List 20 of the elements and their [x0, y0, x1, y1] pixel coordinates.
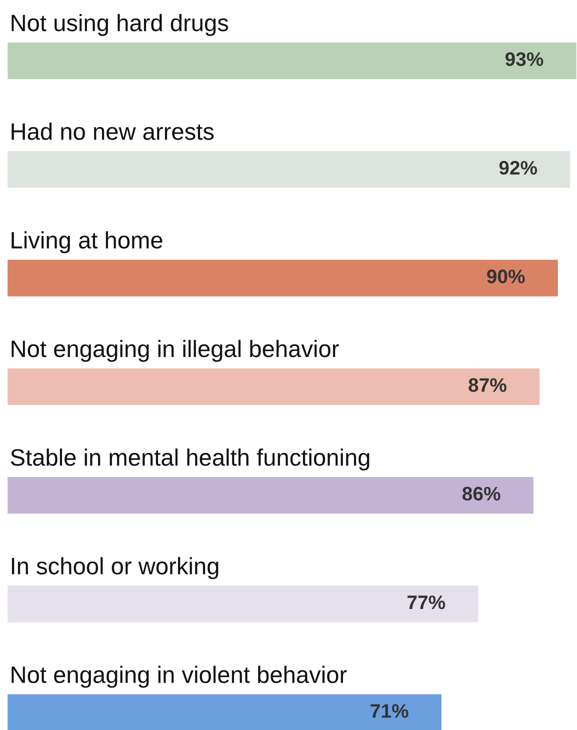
- data-label: 93%: [505, 52, 544, 66]
- y-tick-label: Had no new arrests: [12, 122, 214, 140]
- y-tick-label: Not engaging in violent behavior: [12, 666, 347, 688]
- bar: [6, 584, 480, 624]
- y-tick-label: In school or working: [12, 557, 218, 580]
- bar: [6, 41, 577, 81]
- bar: [6, 150, 572, 190]
- bar: [6, 367, 541, 406]
- bar: [6, 476, 535, 516]
- bar: [6, 258, 560, 298]
- y-tick-label: Stable in mental health functioning: [10, 448, 370, 471]
- data-label: 77%: [408, 595, 446, 610]
- y-tick-label: Living at home: [12, 231, 162, 254]
- data-label: 86%: [462, 486, 500, 501]
- data-label: 87%: [468, 378, 506, 392]
- y-tick-label: Not using hard drugs: [12, 14, 228, 36]
- data-label: 71%: [370, 704, 408, 718]
- data-label: 92%: [499, 160, 538, 175]
- y-tick-label: Not engaging in illegal behavior: [12, 340, 339, 362]
- data-label: 90%: [487, 270, 525, 284]
